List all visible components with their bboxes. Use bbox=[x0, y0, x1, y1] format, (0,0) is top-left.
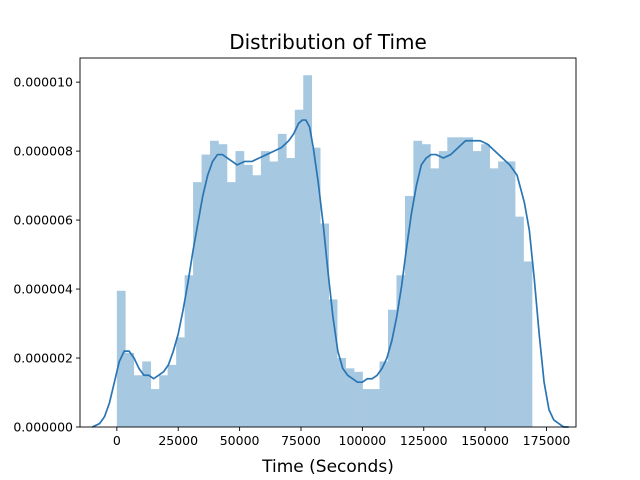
y-tick-label: 0.000002 bbox=[13, 351, 73, 366]
histogram-bar bbox=[320, 223, 329, 427]
kde-curve bbox=[91, 119, 569, 428]
histogram-bar bbox=[506, 161, 516, 427]
histogram-bar bbox=[523, 261, 533, 427]
histogram-bar bbox=[193, 182, 202, 427]
histogram-bar bbox=[252, 175, 262, 427]
histogram-bar bbox=[472, 151, 482, 428]
x-tick-label: 100000 bbox=[339, 433, 387, 448]
x-tick-label: 0 bbox=[113, 433, 121, 448]
histogram-bar bbox=[447, 137, 457, 427]
histogram-bar bbox=[489, 168, 499, 428]
x-tick-label: 75000 bbox=[281, 433, 321, 448]
histogram-bar bbox=[286, 158, 296, 427]
histogram-bar bbox=[269, 161, 279, 427]
histogram-bar bbox=[311, 147, 321, 427]
y-tick-label: 0.000010 bbox=[13, 75, 73, 90]
x-axis-label: Time (Seconds) bbox=[261, 457, 394, 477]
histogram-bar bbox=[176, 337, 185, 427]
x-tick-label: 125000 bbox=[400, 433, 448, 448]
histogram-bar bbox=[260, 151, 270, 428]
histogram-bar bbox=[218, 144, 228, 427]
chart-title: Distribution of Time bbox=[229, 30, 427, 54]
histogram-bar bbox=[150, 389, 160, 427]
histogram-bar bbox=[277, 133, 287, 427]
plot-frame bbox=[79, 57, 577, 428]
histogram-bars bbox=[116, 75, 533, 428]
histogram-bar bbox=[294, 109, 304, 427]
histogram-bar bbox=[515, 216, 524, 427]
histogram-bar bbox=[362, 389, 372, 427]
histogram-bar bbox=[387, 309, 397, 427]
histogram-bar bbox=[125, 352, 135, 427]
histogram-bar bbox=[396, 275, 406, 427]
histogram-bar bbox=[184, 275, 194, 427]
histogram-bar bbox=[337, 358, 346, 427]
histogram-bar bbox=[371, 389, 380, 427]
histogram-bar bbox=[354, 371, 363, 427]
histogram-bar bbox=[235, 151, 245, 428]
histogram-bar bbox=[404, 195, 414, 427]
histogram-bar bbox=[413, 140, 423, 427]
x-tick-label: 150000 bbox=[461, 433, 509, 448]
y-tick-label: 0.000000 bbox=[13, 420, 73, 435]
histogram-bar bbox=[430, 168, 440, 428]
histogram-bar bbox=[379, 361, 389, 427]
y-tick-label: 0.000008 bbox=[13, 144, 73, 159]
histogram-bar bbox=[481, 144, 490, 427]
histogram-bar bbox=[210, 140, 219, 427]
y-axis-ticks: 0.000000 0.000002 0.000004 0.000006 0.000008… bbox=[13, 75, 80, 435]
histogram-bar bbox=[498, 161, 507, 427]
histogram-bar bbox=[345, 368, 355, 427]
histogram-bar bbox=[303, 75, 313, 428]
histogram-bar bbox=[243, 164, 253, 427]
histogram-bar bbox=[421, 144, 431, 427]
x-axis-ticks: 0 25000 50000 75000 100000 125000 150000 175000 bbox=[113, 427, 571, 448]
histogram-bar bbox=[464, 137, 474, 427]
histogram-bar bbox=[133, 375, 143, 427]
y-tick-label: 0.000006 bbox=[13, 213, 73, 228]
histogram-bar bbox=[226, 182, 236, 427]
x-tick-label: 175000 bbox=[523, 433, 571, 448]
histogram-bar bbox=[159, 375, 168, 427]
x-tick-label: 25000 bbox=[158, 433, 198, 448]
y-tick-label: 0.000004 bbox=[13, 282, 73, 297]
histogram-bar bbox=[167, 364, 177, 427]
histogram-bar bbox=[328, 299, 338, 427]
histogram-bar bbox=[438, 151, 448, 428]
histogram-bar bbox=[201, 154, 211, 427]
x-tick-label: 50000 bbox=[220, 433, 260, 448]
histogram-bar bbox=[455, 137, 465, 427]
histogram-bar bbox=[142, 361, 152, 427]
